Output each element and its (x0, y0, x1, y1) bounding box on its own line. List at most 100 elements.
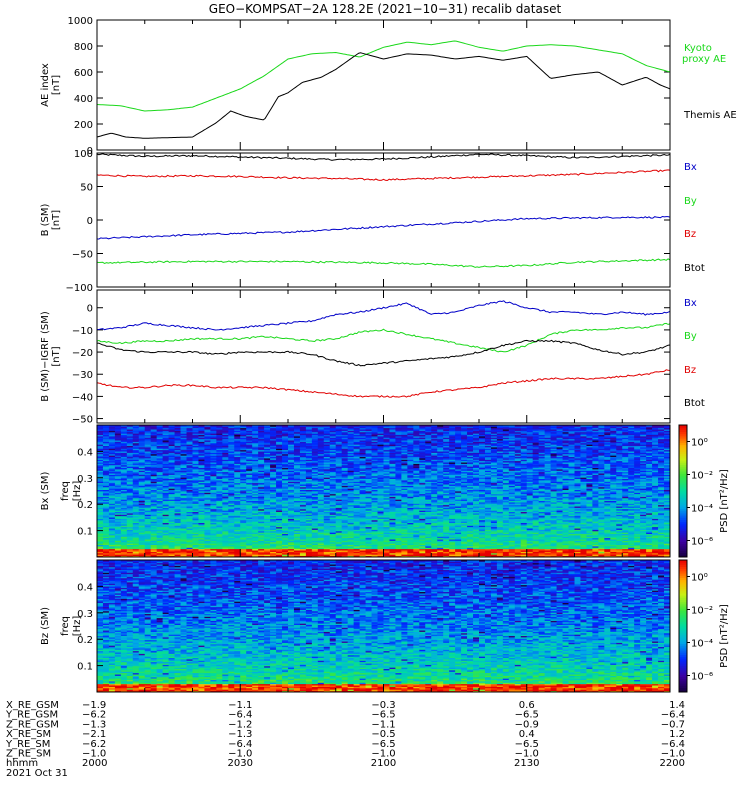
colorbar-step (679, 571, 687, 574)
y-tick-label: 0.2 (77, 500, 93, 511)
y-tick-label: 50 (80, 183, 93, 194)
panel-frame (96, 19, 671, 151)
colorbar-step (679, 584, 687, 587)
ephemeris-row-label: X_RE_GSM (6, 700, 59, 711)
colorbar-step (679, 604, 687, 607)
colorbar-step (679, 579, 687, 583)
colorbar-step (679, 469, 687, 472)
colorbar-step (679, 656, 687, 660)
colorbar-frame (678, 424, 688, 558)
colorbar-step (679, 667, 687, 671)
ephemeris-value: −1.0 (82, 749, 106, 760)
colorbar-step (679, 515, 687, 518)
colorbar-step (679, 458, 687, 461)
y-tick-label: −50 (72, 250, 93, 261)
series-by (96, 258, 671, 268)
colorbar-step (679, 588, 687, 592)
ephemeris-value: −1.0 (515, 749, 539, 760)
legend-bz: Bz (684, 365, 696, 376)
ephemeris-value: −6.2 (82, 710, 106, 721)
colorbar-step (679, 643, 687, 647)
colorbar-step (679, 550, 687, 553)
colorbar: 10⁰ 10⁻² 10⁻⁴ 10⁻⁶ PSD [nT²/Hz] (678, 424, 730, 558)
colorbar-step (679, 548, 687, 551)
colorbar-tick-label: 10⁰ (691, 573, 708, 584)
ephemeris-value: −6.5 (371, 710, 395, 721)
ephemeris-value: −6.5 (371, 739, 395, 750)
series-line (97, 215, 671, 240)
colorbar-step (679, 530, 687, 534)
ephemeris-value: −0.3 (371, 700, 395, 711)
y-tick-label: 400 (74, 94, 93, 105)
colorbar-frame (678, 559, 688, 693)
y-tick-label: 200 (74, 120, 93, 131)
colorbar-tick-label: 10⁻⁶ (691, 537, 713, 548)
ephemeris-row: Z_RE_SM −1.0 −1.0 −1.0 −1.0 −1.0 (6, 749, 685, 760)
panel-frame (96, 424, 671, 558)
y-tick-label: −30 (72, 370, 93, 381)
colorbar-step (679, 526, 687, 529)
colorbar-step (679, 566, 687, 570)
colorbar-step (679, 599, 687, 603)
colorbar-label: PSD [nT²/Hz] (719, 469, 730, 533)
ephemeris-row-label: X_RE_SM (6, 729, 51, 740)
ephemeris-value: −0.5 (371, 729, 395, 740)
y-axis-unit: [nT] (51, 346, 62, 366)
spectrogram-cells (97, 425, 671, 558)
colorbar-step (679, 554, 687, 558)
series-btot (96, 339, 671, 367)
colorbar-step (679, 447, 687, 450)
spectrogram-cells (97, 560, 671, 693)
colorbar-step (679, 502, 687, 505)
colorbar-step (679, 617, 687, 620)
colorbar-step (679, 546, 687, 549)
y-tick-label: 0 (87, 304, 93, 315)
y-axis-label: Bx (SM) (40, 472, 51, 511)
colorbar-step (679, 615, 687, 618)
colorbar-step (679, 648, 687, 651)
y-axis-unit: [nT] (51, 75, 62, 95)
colorbar-step (679, 524, 687, 527)
colorbar-step (679, 486, 687, 490)
colorbar-step (679, 650, 687, 653)
series-line (96, 40, 671, 112)
ephemeris-row-label: Y_RE_GSM (5, 710, 58, 721)
ephemeris-value: −2.1 (82, 729, 106, 740)
series-line (96, 322, 671, 353)
colorbar: 10⁰ 10⁻² 10⁻⁴ 10⁻⁶ PSD [nT²/Hz] (678, 559, 730, 693)
colorbar-tick-label: 10⁰ (691, 438, 708, 449)
colorbar-step (679, 663, 687, 666)
y-tick-label: 0 (87, 146, 93, 157)
colorbar-step (679, 444, 687, 448)
colorbar-step (679, 645, 687, 649)
y-axis-label: B (SM)−IGRF (SM) (40, 311, 51, 402)
colorbar-step (679, 608, 687, 611)
colorbar-step (679, 528, 687, 531)
series-line (96, 258, 671, 268)
colorbar-step (679, 477, 687, 481)
ephemeris-value: 1.4 (669, 700, 685, 711)
y-axis-unit: [Hz] (72, 616, 83, 637)
colorbar-step (679, 676, 687, 680)
colorbar-step (679, 442, 687, 446)
colorbar-step (679, 619, 687, 622)
colorbar-step (679, 431, 687, 435)
colorbar-step (679, 678, 687, 682)
colorbar-step (679, 612, 687, 616)
colorbar-tick-label: 10⁻⁴ (691, 504, 713, 515)
colorbar-step (679, 610, 687, 614)
ephemeris-row-label: Z_RE_GSM (6, 719, 59, 730)
colorbar-step (679, 453, 687, 457)
y-tick-label: −100 (66, 283, 93, 294)
series-bx (97, 215, 671, 240)
series-line (96, 153, 671, 161)
colorbar-step (679, 427, 687, 430)
colorbar-step (679, 491, 687, 494)
y-axis-unit: [Hz] (72, 481, 83, 502)
line-panel-1: −100 −50 0 50 100 Bx By Bz Btot B (SM) [nT] (40, 149, 705, 294)
ephemeris-value: 2030 (228, 758, 253, 769)
series-themis-ae (96, 52, 671, 139)
colorbar-step (679, 517, 687, 520)
panel-frame (96, 152, 671, 288)
